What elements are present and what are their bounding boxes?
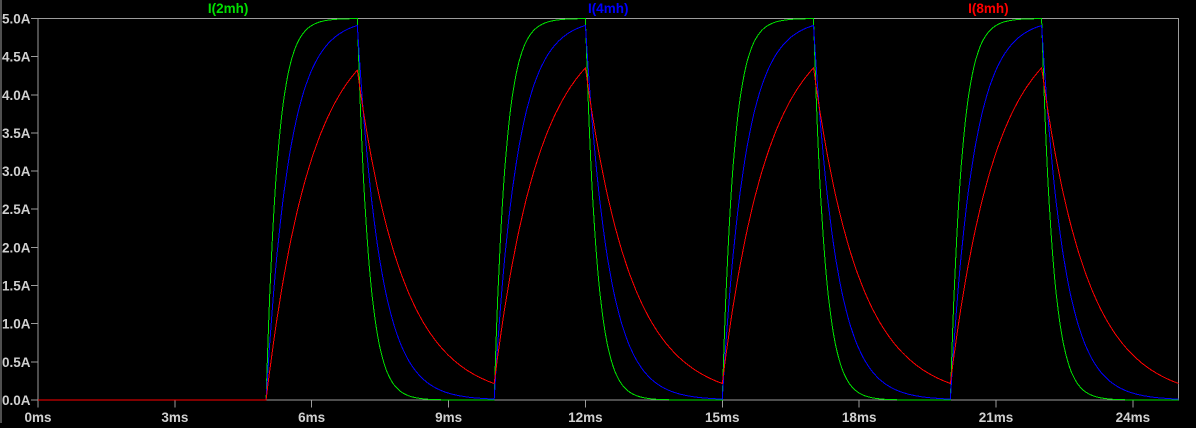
svg-text:0ms: 0ms [24,410,51,423]
svg-text:1.0A: 1.0A [2,317,31,332]
svg-text:4.0A: 4.0A [2,88,31,103]
svg-text:2.5A: 2.5A [2,202,31,217]
svg-text:I(4mh): I(4mh) [588,1,629,16]
svg-text:12ms: 12ms [568,410,603,423]
svg-text:9ms: 9ms [435,410,462,423]
svg-text:3ms: 3ms [161,410,188,423]
svg-text:5.0A: 5.0A [2,12,31,27]
svg-text:3.0A: 3.0A [2,164,31,179]
svg-text:3.5A: 3.5A [2,126,31,141]
svg-text:18ms: 18ms [842,410,877,423]
svg-text:21ms: 21ms [979,410,1014,423]
svg-text:I(2mh): I(2mh) [208,1,249,16]
svg-text:0.0A: 0.0A [2,393,31,408]
svg-text:15ms: 15ms [705,410,740,423]
svg-text:2.0A: 2.0A [2,240,31,255]
svg-text:6ms: 6ms [298,410,325,423]
svg-text:1.5A: 1.5A [2,279,31,294]
svg-text:0.5A: 0.5A [2,355,31,370]
svg-text:I(8mh): I(8mh) [968,1,1009,16]
svg-text:4.5A: 4.5A [2,50,31,65]
svg-text:24ms: 24ms [1116,410,1151,423]
